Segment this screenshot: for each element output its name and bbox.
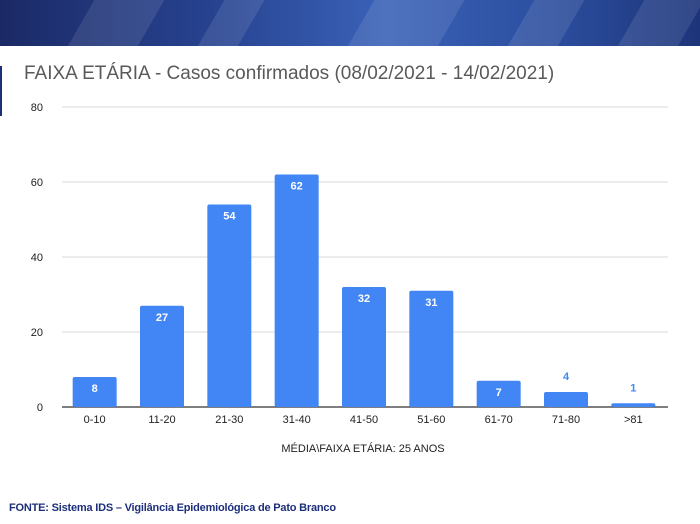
- x-tick-label: 11-20: [148, 414, 175, 426]
- bar: [476, 380, 521, 407]
- x-tick-label: 61-70: [485, 414, 513, 426]
- data-label: 4: [563, 371, 570, 383]
- x-tick-label: >81: [624, 414, 643, 426]
- y-tick-label: 20: [31, 327, 43, 339]
- bar: [274, 174, 319, 407]
- x-axis-title: MÉDIA\FAIXA ETÁRIA: 25 ANOS: [281, 442, 444, 455]
- chart-title: FAIXA ETÁRIA - Casos confirmados (08/02/…: [24, 63, 555, 84]
- bar: [342, 287, 386, 407]
- x-tick-label: 71-80: [552, 414, 580, 426]
- bar: [140, 305, 184, 407]
- bar: [207, 204, 252, 407]
- x-tick-label: 51-60: [417, 414, 445, 426]
- data-label: 1: [630, 382, 636, 394]
- header-banner: [0, 0, 700, 46]
- data-label: 7: [496, 387, 502, 399]
- x-tick-label: 31-40: [283, 414, 311, 426]
- bar: [544, 392, 588, 407]
- data-label: 8: [92, 383, 98, 395]
- y-tick-label: 60: [31, 177, 43, 189]
- bar: [611, 403, 656, 407]
- y-tick-label: 40: [31, 252, 43, 264]
- x-tick-label: 41-50: [350, 414, 378, 426]
- footer-source: FONTE: Sistema IDS – Vigilância Epidemio…: [9, 502, 336, 514]
- left-accent-rule: [0, 66, 2, 116]
- data-label: 31: [425, 297, 437, 309]
- bar: [72, 377, 117, 407]
- x-tick-label: 21-30: [215, 414, 243, 426]
- x-tick-label: 0-10: [84, 414, 106, 426]
- data-label: 62: [291, 181, 303, 193]
- y-tick-label: 80: [31, 102, 43, 114]
- y-tick-label: 0: [37, 402, 43, 414]
- data-label: 32: [358, 293, 370, 305]
- data-label: 27: [156, 312, 168, 324]
- bar: [409, 290, 454, 407]
- data-label: 54: [223, 211, 236, 223]
